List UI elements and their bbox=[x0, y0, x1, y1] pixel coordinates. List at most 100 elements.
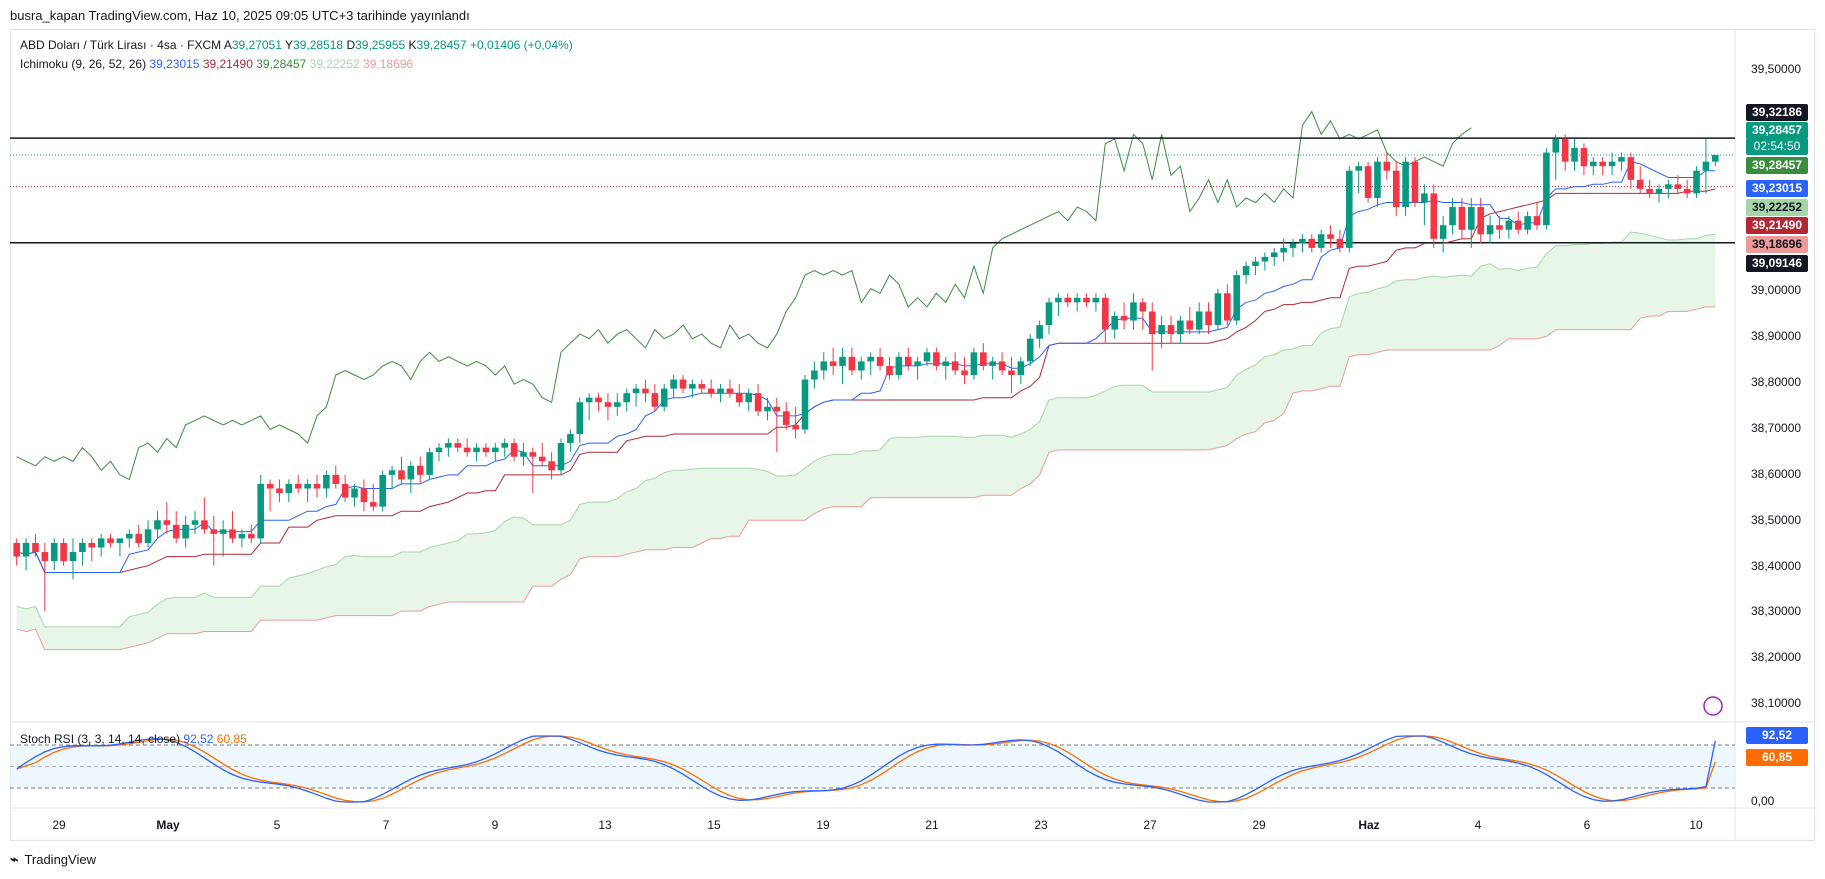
ichimoku-span-b-value: 39,18696 bbox=[363, 57, 414, 71]
candle-body bbox=[876, 356, 884, 366]
candle-body bbox=[229, 529, 236, 539]
candle-body bbox=[219, 529, 227, 534]
candle-body bbox=[492, 447, 499, 453]
candle-body bbox=[717, 388, 724, 394]
candle-body bbox=[1524, 216, 1531, 230]
candle-body bbox=[895, 356, 903, 375]
candle-body bbox=[370, 502, 377, 507]
time-tick: 29 bbox=[1252, 818, 1266, 832]
upper-line-tag[interactable]: 39,32186 bbox=[1746, 104, 1808, 121]
time-tick: 10 bbox=[1689, 818, 1703, 832]
candle-body bbox=[801, 379, 809, 430]
high-value: 39,28518 bbox=[293, 38, 344, 52]
candle-body bbox=[1242, 266, 1250, 276]
span-b-tag: 39,18696 bbox=[1746, 236, 1808, 253]
publish-header: busra_kapan TradingView.com, Haz 10, 202… bbox=[10, 8, 470, 23]
candle-body bbox=[970, 352, 978, 375]
candle-body bbox=[191, 520, 199, 525]
stoch-k-value: 92,52 bbox=[183, 732, 214, 746]
stoch-k-line bbox=[16, 735, 1716, 803]
candle-body bbox=[698, 384, 706, 389]
candle-body bbox=[1533, 216, 1541, 226]
close-label: K bbox=[408, 38, 417, 52]
candle-body bbox=[1233, 275, 1240, 321]
price-tick: 38,50000 bbox=[1751, 513, 1802, 527]
candle-body bbox=[126, 533, 133, 539]
candle-body bbox=[1214, 293, 1222, 326]
ichimoku-tenkan-value: 39,23015 bbox=[149, 57, 200, 71]
candle-body bbox=[614, 402, 621, 407]
candle-body bbox=[632, 388, 640, 394]
candle-body bbox=[1186, 320, 1194, 330]
candle-body bbox=[1280, 247, 1287, 253]
time-tick: 4 bbox=[1474, 818, 1482, 832]
time-tick: 9 bbox=[491, 818, 499, 832]
candle-body bbox=[1618, 157, 1625, 162]
candle-body bbox=[1421, 193, 1428, 203]
candle-body bbox=[623, 393, 630, 403]
stoch-legend[interactable]: Stoch RSI (3, 3, 14, 14, close) 92,52 60… bbox=[20, 732, 247, 746]
candle-body bbox=[13, 542, 20, 557]
candle-body bbox=[1336, 238, 1344, 248]
candle-body bbox=[1665, 184, 1672, 189]
ichimoku-legend[interactable]: Ichimoku (9, 26, 52, 26) 39,23015 39,214… bbox=[20, 57, 413, 71]
candle-body bbox=[1458, 207, 1466, 230]
candle-body bbox=[144, 529, 152, 543]
candle-body bbox=[107, 538, 114, 543]
candle-body bbox=[679, 379, 687, 389]
tradingview-logo[interactable]: ⌁ TradingView bbox=[10, 851, 96, 868]
candle-body bbox=[1064, 297, 1072, 303]
candle-body bbox=[782, 411, 790, 425]
candle-body bbox=[1092, 297, 1100, 303]
candle-body bbox=[50, 542, 58, 562]
high-label: Y bbox=[285, 38, 294, 52]
candle-body bbox=[116, 538, 124, 543]
chart-frame[interactable] bbox=[10, 29, 1815, 841]
ichimoku-kijun-value: 39,21490 bbox=[202, 57, 253, 71]
time-tick: Haz bbox=[1358, 818, 1380, 832]
ichimoku-chikou-value: 39,28457 bbox=[256, 57, 307, 71]
candle-body bbox=[811, 370, 818, 380]
candle-body bbox=[163, 520, 171, 525]
candle-body bbox=[1683, 188, 1691, 194]
change-value: +0,01406 (+0,04%) bbox=[469, 38, 573, 52]
candle-body bbox=[792, 424, 799, 430]
candle-body bbox=[1102, 297, 1109, 330]
candle-body bbox=[1430, 193, 1438, 239]
candle-body bbox=[529, 452, 537, 457]
candle-body bbox=[585, 397, 593, 403]
candle-body bbox=[69, 552, 77, 562]
candle-body bbox=[1477, 207, 1484, 235]
candle-body bbox=[1439, 225, 1447, 239]
lower-line-tag[interactable]: 39,09146 bbox=[1746, 255, 1808, 272]
candle-body bbox=[942, 361, 950, 366]
candle-body bbox=[1289, 243, 1297, 248]
candle-body bbox=[548, 461, 555, 471]
stoch-tick: 0,00 bbox=[1751, 794, 1775, 808]
candle-body bbox=[989, 361, 996, 366]
candle-body bbox=[1017, 361, 1025, 375]
candle-body bbox=[1346, 170, 1353, 248]
candle-body bbox=[1317, 234, 1325, 248]
candle-body bbox=[426, 452, 433, 475]
tenkan-tag: 39,23015 bbox=[1746, 180, 1808, 197]
kijun-tag: 39,21490 bbox=[1746, 217, 1808, 234]
candle-body bbox=[473, 447, 480, 453]
candle-body bbox=[1590, 161, 1597, 167]
candle-body bbox=[1139, 302, 1147, 312]
candle-body bbox=[379, 474, 386, 507]
candle-body bbox=[1036, 325, 1043, 339]
candle-body bbox=[238, 533, 246, 539]
ichimoku-chikou-line bbox=[16, 110, 1472, 481]
ichimoku-span-a-line bbox=[16, 231, 1716, 628]
time-tick: 15 bbox=[707, 818, 721, 832]
candle-body bbox=[1355, 166, 1362, 171]
candle-body bbox=[923, 352, 931, 362]
candle-body bbox=[351, 488, 358, 498]
price-tick: 39,50000 bbox=[1751, 62, 1802, 76]
symbol-title[interactable]: ABD Doları / Türk Lirası · 4sa · FXCM bbox=[20, 38, 222, 52]
time-tick: 23 bbox=[1034, 818, 1048, 832]
time-tick: 7 bbox=[382, 818, 390, 832]
candle-body bbox=[1364, 166, 1372, 198]
